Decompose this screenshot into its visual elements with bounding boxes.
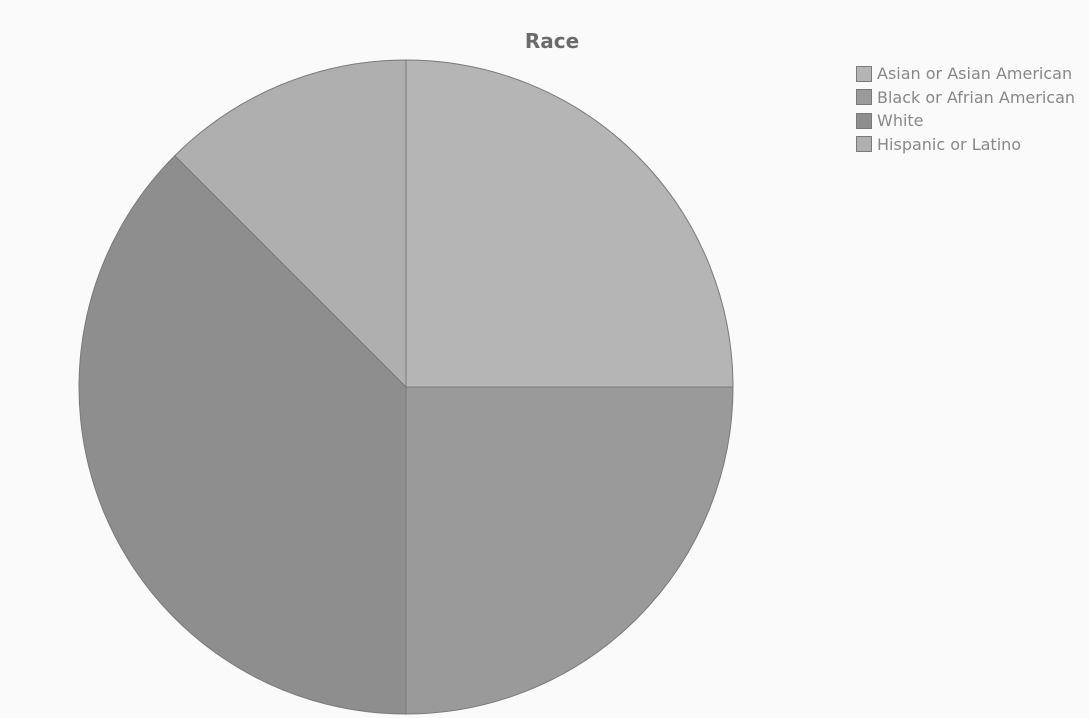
legend-swatch xyxy=(856,65,872,82)
pie-slice-black[interactable] xyxy=(405,386,734,715)
legend-label: Asian or Asian American xyxy=(877,64,1073,84)
legend-item-hispanic[interactable]: Hispanic or Latino xyxy=(856,133,1075,157)
chart-title: Race xyxy=(524,29,580,53)
pie-slice-asian[interactable] xyxy=(405,59,734,388)
legend-label: Black or Afrian American xyxy=(877,87,1076,107)
legend-item-black[interactable]: Black or Afrian American xyxy=(856,86,1075,110)
pie-slice-hispanic[interactable] xyxy=(174,59,407,389)
legend-swatch xyxy=(856,112,872,129)
legend-label: Hispanic or Latino xyxy=(877,134,1022,154)
legend: Asian or Asian American Black or Afrian … xyxy=(856,62,1075,156)
legend-swatch xyxy=(856,136,872,153)
legend-item-white[interactable]: White xyxy=(856,109,1075,133)
legend-item-asian[interactable]: Asian or Asian American xyxy=(856,62,1075,86)
legend-swatch xyxy=(856,89,872,106)
legend-label: White xyxy=(877,111,924,131)
pie-slice-white[interactable] xyxy=(78,155,407,715)
